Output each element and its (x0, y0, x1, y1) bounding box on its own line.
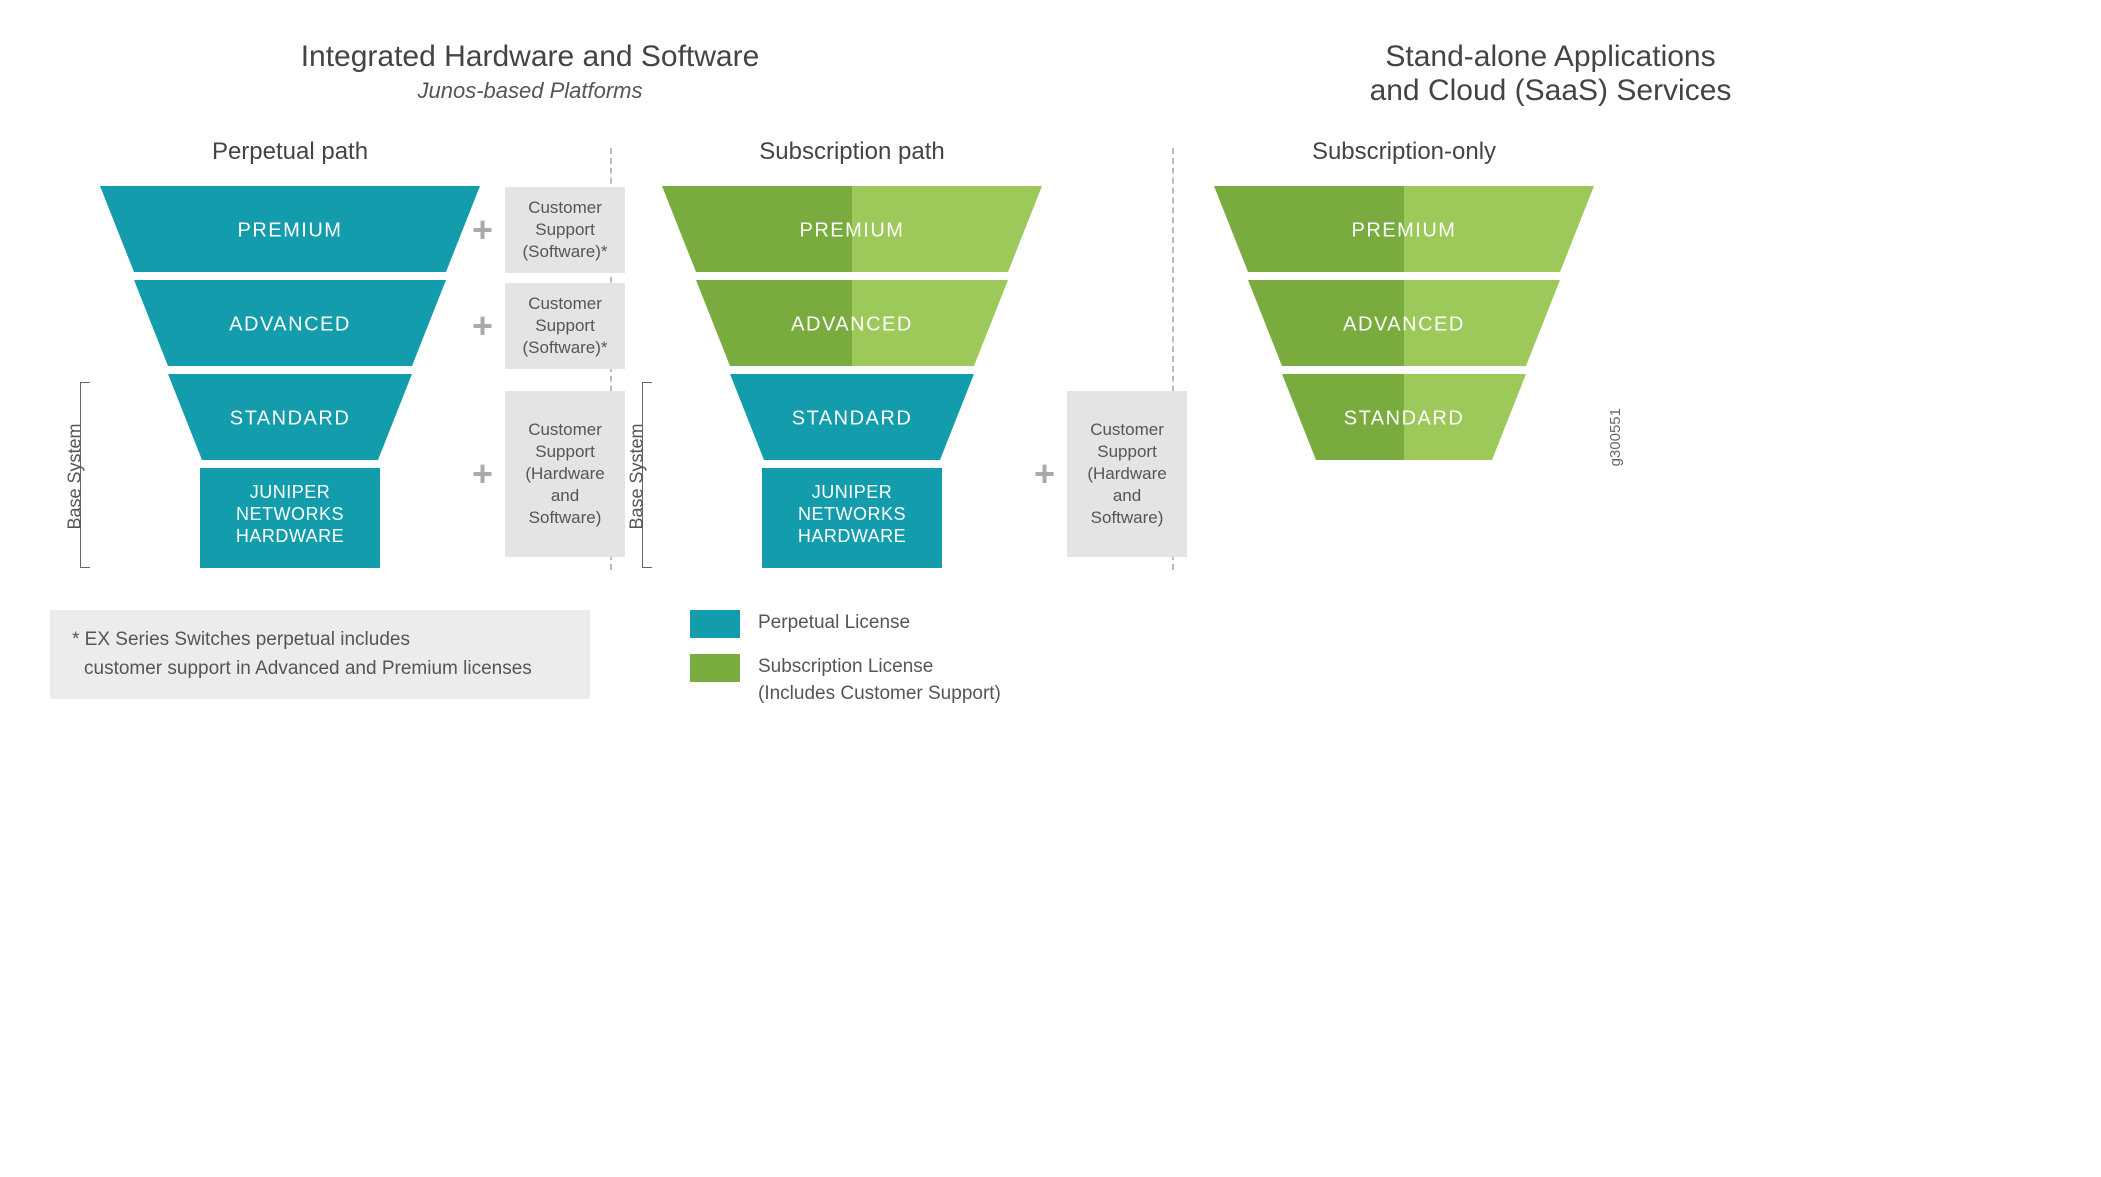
saas-funnel: PREMIUM ADVANCED STANDARD (1214, 186, 1594, 466)
perpetual-hw-l2: NETWORKS (236, 504, 344, 524)
saas-seg-advanced-label: ADVANCED (1343, 313, 1465, 335)
header-integrated-title: Integrated Hardware and Software (50, 40, 1010, 74)
saas-title: Subscription-only (1214, 138, 1594, 166)
legend-subscription-text: Subscription License (Includes Customer … (758, 654, 1001, 707)
subscription-support-base-row: + Customer Support (Hardware and Softwar… (1022, 379, 1187, 569)
subscription-spacer-1 (1022, 187, 1187, 273)
swatch-green (690, 654, 740, 682)
bottom-row: * EX Series Switches perpetual includes … (50, 570, 2051, 723)
subscription-spacer-2 (1022, 283, 1187, 369)
subscription-funnel: PREMIUM ADVANCED STANDARD JUNIPER NETWOR… (662, 186, 1042, 570)
columns-row: Perpetual path Base System PREMIUM ADVAN… (50, 138, 2051, 570)
perpetual-support-base: Customer Support (Hardware and Software) (505, 391, 625, 557)
subscription-seg-premium-label: PREMIUM (800, 219, 905, 241)
perpetual-support-premium: Customer Support (Software)* (505, 187, 625, 273)
footnote-box: * EX Series Switches perpetual includes … (50, 610, 590, 699)
footnote-line1: * EX Series Switches perpetual includes (72, 626, 568, 655)
perpetual-base-label: Base System (65, 423, 86, 529)
perpetual-support-premium-row: + Customer Support (Software)* (460, 187, 625, 273)
perpetual-seg-standard-label: STANDARD (230, 407, 351, 429)
legend: Perpetual License Subscription License (… (690, 610, 1001, 723)
subscription-funnel-row: Base System PREMIUM ADVANCED STANDARD (662, 186, 1152, 570)
legend-row-subscription: Subscription License (Includes Customer … (690, 654, 1001, 707)
header-integrated: Integrated Hardware and Software Junos-b… (50, 40, 1010, 108)
swatch-teal (690, 610, 740, 638)
perpetual-support-advanced-row: + Customer Support (Software)* (460, 283, 625, 369)
header-integrated-subtitle: Junos-based Platforms (50, 78, 1010, 104)
subscription-seg-standard-label: STANDARD (792, 407, 913, 429)
header-saas: Stand-alone Applications and Cloud (SaaS… (1010, 40, 2051, 108)
perpetual-funnel-row: Base System PREMIUM ADVANCED STANDARD JU… (100, 186, 590, 570)
perpetual-support-stack: + Customer Support (Software)* + Custome… (460, 187, 625, 569)
saas-funnel-svg: PREMIUM ADVANCED STANDARD (1214, 186, 1594, 466)
legend-row-perpetual: Perpetual License (690, 610, 1001, 638)
perpetual-funnel: PREMIUM ADVANCED STANDARD JUNIPER NETWOR… (100, 186, 480, 570)
subscription-base-label: Base System (627, 423, 648, 529)
subscription-support-stack: + Customer Support (Hardware and Softwar… (1022, 187, 1187, 569)
saas-seg-premium-label: PREMIUM (1352, 219, 1457, 241)
col-subscription: Subscription path Base System PREMIUM AD… (612, 138, 1172, 570)
subscription-hw-l2: NETWORKS (798, 504, 906, 524)
subscription-seg-advanced-label: ADVANCED (791, 313, 913, 335)
footnote-line2: customer support in Advanced and Premium… (72, 655, 568, 684)
subscription-hw-l1: JUNIPER (812, 482, 893, 502)
col-perpetual: Perpetual path Base System PREMIUM ADVAN… (50, 138, 610, 570)
header-saas-line2: and Cloud (SaaS) Services (1050, 74, 2051, 108)
header-saas-line1: Stand-alone Applications (1050, 40, 2051, 74)
perpetual-seg-premium-label: PREMIUM (238, 219, 343, 241)
perpetual-support-base-row: + Customer Support (Hardware and Softwar… (460, 379, 625, 569)
doc-id: g300551 (1607, 408, 1624, 466)
perpetual-seg-advanced-label: ADVANCED (229, 313, 351, 335)
subscription-support-base: Customer Support (Hardware and Software) (1067, 391, 1187, 557)
saas-seg-standard-label: STANDARD (1344, 407, 1465, 429)
subscription-hw-l3: HARDWARE (798, 526, 906, 546)
perpetual-support-advanced: Customer Support (Software)* (505, 283, 625, 369)
col-saas: Subscription-only PREMIUM ADVANCED STAND… (1174, 138, 1614, 466)
perpetual-title: Perpetual path (100, 138, 480, 166)
perpetual-hw-l1: JUNIPER (250, 482, 331, 502)
legend-perpetual-text: Perpetual License (758, 610, 910, 637)
subscription-title: Subscription path (662, 138, 1042, 166)
perpetual-funnel-svg: PREMIUM ADVANCED STANDARD JUNIPER NETWOR… (100, 186, 480, 570)
top-headers: Integrated Hardware and Software Junos-b… (50, 40, 2051, 108)
subscription-funnel-svg: PREMIUM ADVANCED STANDARD JUNIPER NETWOR… (662, 186, 1042, 570)
perpetual-hw-l3: HARDWARE (236, 526, 344, 546)
